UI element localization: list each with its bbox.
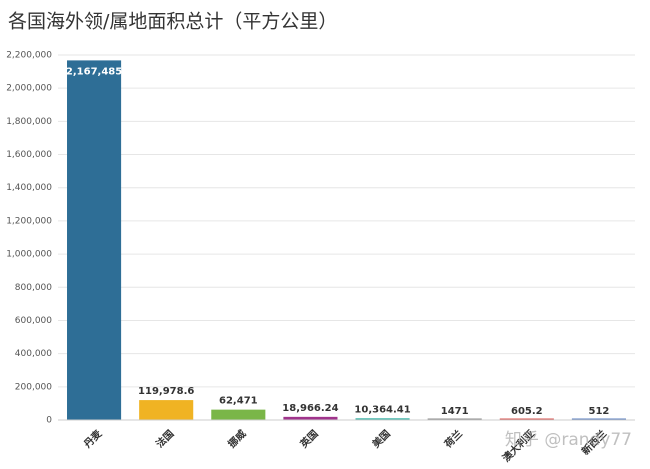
y-tick-label: 600,000 <box>15 316 52 326</box>
bar <box>355 418 410 420</box>
y-tick-label: 1,200,000 <box>6 216 52 226</box>
bar <box>427 418 482 420</box>
x-tick-label: 丹麦 <box>81 426 105 450</box>
bar <box>499 418 554 420</box>
y-tick-label: 400,000 <box>15 349 52 359</box>
bar <box>139 400 194 420</box>
x-tick-label: 美国 <box>369 427 392 450</box>
y-tick-label: 1,400,000 <box>6 183 52 193</box>
bar <box>211 409 266 420</box>
bar <box>571 418 626 420</box>
y-tick-label: 1,600,000 <box>6 150 52 160</box>
y-tick-label: 1,800,000 <box>6 117 52 127</box>
x-tick-label: 英国 <box>297 427 321 451</box>
y-tick-label: 0 <box>46 416 52 426</box>
x-tick-label: 法国 <box>153 427 176 450</box>
y-tick-label: 2,000,000 <box>6 84 52 94</box>
value-label: 512 <box>589 406 610 417</box>
bar <box>283 416 338 420</box>
value-label: 605.2 <box>511 406 543 417</box>
value-label: 2,167,485 <box>66 66 122 77</box>
bar <box>67 60 122 421</box>
value-label: 62,471 <box>219 396 258 407</box>
chart-title: 各国海外领/属地面积总计（平方公里） <box>8 11 337 33</box>
value-label: 10,364.41 <box>354 404 410 415</box>
y-tick-label: 1,000,000 <box>6 250 52 260</box>
y-tick-label: 2,200,000 <box>6 51 52 61</box>
watermark: 知乎 @randy77 <box>505 430 632 450</box>
value-label: 18,966.24 <box>282 403 338 414</box>
value-label: 119,978.6 <box>138 386 194 397</box>
x-tick-label: 挪威 <box>225 427 248 450</box>
y-tick-label: 200,000 <box>15 382 52 392</box>
value-label: 1471 <box>441 406 469 417</box>
x-tick-label: 荷兰 <box>441 427 465 451</box>
y-tick-label: 800,000 <box>15 283 52 293</box>
